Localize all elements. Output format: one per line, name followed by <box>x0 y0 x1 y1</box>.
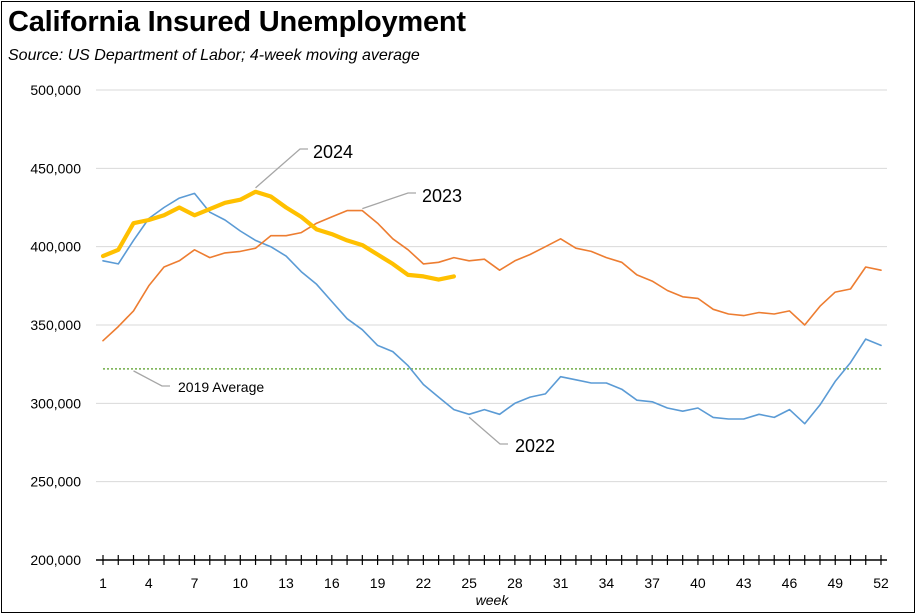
y-tick-label: 400,000 <box>30 239 81 255</box>
y-tick-label: 450,000 <box>30 160 81 176</box>
x-tick-label: 31 <box>553 575 569 591</box>
y-tick-label: 250,000 <box>30 474 81 490</box>
y-tick-label: 350,000 <box>30 317 81 333</box>
x-tick-label: 37 <box>644 575 660 591</box>
x-tick-label: 34 <box>599 575 615 591</box>
series-line-2022 <box>102 192 882 425</box>
x-axis: 1 4 7 10 13 16 19 22 25 28 31 34 37 40 43 46 49 52 <box>96 555 889 591</box>
x-tick-label: 13 <box>278 575 294 591</box>
x-tick-label: 10 <box>233 575 249 591</box>
y-axis: 200,000 250,000 300,000 350,000 400,000 450,0… <box>30 82 81 568</box>
annotation-2022: 2022 <box>515 436 555 456</box>
chart-subtitle: Source: US Department of Labor; 4-week m… <box>8 47 420 64</box>
annotation-2023: 2023 <box>422 186 462 206</box>
x-tick-label: 52 <box>873 575 889 591</box>
x-tick-label: 1 <box>99 575 107 591</box>
series-line-2024 <box>100 189 456 282</box>
leader-line-2022 <box>468 416 508 445</box>
y-tick-label: 500,000 <box>30 82 81 98</box>
leader-line-2024 <box>255 148 308 189</box>
leader-line-2019-average <box>133 370 170 387</box>
grid-lines <box>96 89 887 483</box>
x-tick-label: 25 <box>461 575 477 591</box>
x-tick-label: 40 <box>690 575 706 591</box>
x-tick-label: 19 <box>370 575 386 591</box>
x-tick-label: 22 <box>416 575 432 591</box>
x-tick-label: 16 <box>324 575 340 591</box>
x-tick-label: 4 <box>145 575 153 591</box>
x-tick-label: 7 <box>191 575 199 591</box>
series-line-2023 <box>102 209 882 342</box>
annotation-2019-average: 2019 Average <box>178 379 264 395</box>
series-layer <box>100 189 882 425</box>
x-tick-label: 49 <box>827 575 843 591</box>
annotation-2024: 2024 <box>313 142 353 162</box>
chart-title: California Insured Unemployment <box>8 6 466 38</box>
x-axis-label: week <box>476 592 510 608</box>
x-tick-label: 43 <box>736 575 752 591</box>
annotations: 2024 2023 2022 2019 Average <box>133 142 555 456</box>
y-tick-label: 300,000 <box>30 395 81 411</box>
x-tick-label: 28 <box>507 575 523 591</box>
leader-line-2023 <box>362 192 416 210</box>
y-tick-label: 200,000 <box>30 552 81 568</box>
x-tick-label: 46 <box>782 575 798 591</box>
